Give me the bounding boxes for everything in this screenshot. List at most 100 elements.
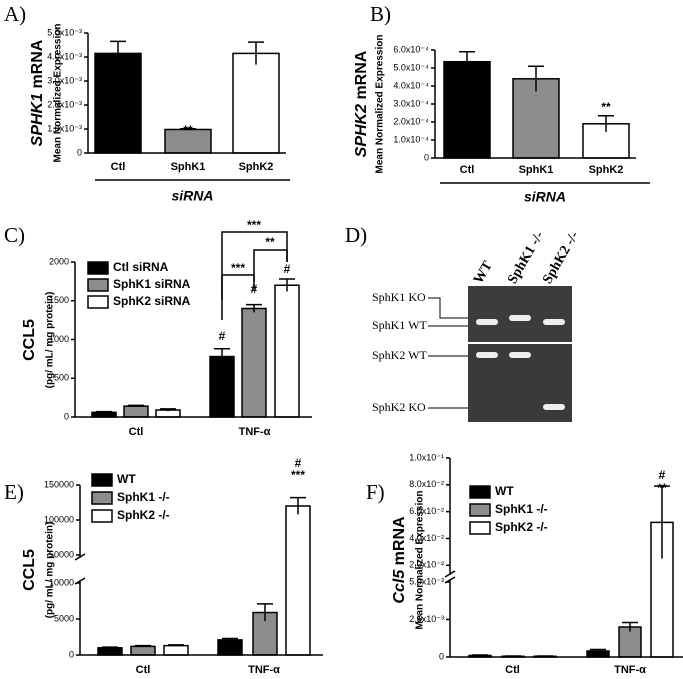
y-axis-title-text: mRNA: [391, 516, 408, 565]
band-label: SphK2 WT: [372, 348, 427, 362]
error-bar: [279, 278, 295, 292]
y-tick-label: 0: [424, 152, 429, 162]
y-tick-label: 5.0x10⁻³: [47, 27, 82, 37]
x-tick-label: SphK2: [239, 161, 274, 173]
legend-label: SphK2 -/-: [495, 520, 548, 534]
legend-label: WT: [117, 472, 136, 486]
y-tick-label: 0: [77, 147, 82, 157]
annotation: ***: [231, 261, 245, 275]
legend-swatch: [91, 491, 113, 505]
significance-bracket: [253, 249, 288, 282]
y-tick-label: 6.0x10⁻²: [409, 506, 444, 516]
legend-swatch: [91, 509, 113, 523]
x-tick-label: SphK1: [171, 161, 206, 173]
bar: [97, 647, 123, 656]
panel-label: A): [4, 2, 26, 26]
y-axis-title: Ccl5 mRNA: [391, 516, 408, 604]
annotation: **: [183, 123, 193, 137]
annotation: ***: [247, 218, 261, 232]
bar: [232, 52, 280, 154]
bar: [123, 405, 149, 418]
error-bar: [590, 648, 606, 653]
x-tick-label: Ctl: [460, 164, 475, 176]
panel-label: E): [4, 480, 24, 504]
error-bar: [222, 637, 238, 642]
error-bar: [598, 114, 614, 132]
annotation: **: [265, 235, 275, 249]
legend-label: SphK1 siRNA: [113, 277, 191, 291]
y-axis-subtitle: Mean Normalized Expression: [415, 491, 426, 630]
y-tick-label: 5.0x10⁻⁴: [393, 62, 429, 72]
band-label: SphK1 KO: [372, 290, 426, 304]
legend-swatch: [91, 473, 113, 487]
significance-bracket: [221, 274, 255, 320]
y-axis-title: SPHK1 mRNA: [29, 39, 46, 146]
error-bar: [180, 128, 196, 131]
panel-label: C): [4, 223, 25, 247]
y-tick-label: 0: [69, 649, 74, 659]
annotation: ***: [291, 468, 305, 482]
error-bar: [654, 485, 670, 559]
bar: [241, 307, 267, 418]
error-bar: [110, 40, 126, 66]
error-bar: [135, 644, 151, 648]
y-tick-label: 1.0x10⁻³: [47, 123, 82, 133]
y-axis-title: CCL5: [21, 549, 38, 591]
y-axis-title-gene: Ccl5: [391, 569, 408, 604]
y-axis-title-gene: SPHK2: [353, 104, 370, 157]
bar: [163, 644, 189, 656]
lane-label: WT: [471, 258, 496, 286]
x-tick-label: TNF-α: [248, 664, 280, 676]
gel-image: [468, 286, 572, 342]
legend-swatch: [469, 503, 491, 517]
y-tick-label: 500: [54, 373, 69, 383]
legend-label: SphK2 siRNA: [113, 294, 191, 308]
chart-panel: C) 0 500 1000 1500 2000 CCL5 (pg/ mL/ mg protei…: [4, 218, 312, 438]
gel-band: [543, 404, 565, 410]
x-tick-label: Ctl: [129, 426, 144, 438]
gel-band: [476, 352, 498, 358]
axis-break: [74, 553, 86, 585]
y-tick-label: 2000: [49, 256, 69, 266]
y-tick-label: 4.0x10⁻⁴: [393, 80, 429, 90]
y-tick-label: 8.0x10⁻²: [409, 479, 444, 489]
error-bar: [528, 65, 544, 92]
chart-panel: B) 0 1.0x10⁻⁴ 2.0x10⁻⁴ 3.0x10⁻⁴ 4.0x10⁻⁴ 5.0x1…: [353, 2, 650, 205]
x-axis-label: siRNA: [171, 188, 213, 204]
y-axis-subtitle: (pg/ mL/ mg protein): [45, 522, 56, 619]
y-axis-title-text: mRNA: [29, 39, 46, 88]
panel-label: B): [370, 2, 391, 26]
band-label: SphK2 KO: [372, 400, 426, 414]
error-bar: [214, 348, 230, 365]
annotation: #: [219, 329, 226, 343]
x-axis-label: siRNA: [524, 189, 566, 205]
y-tick-label: 4.0x10⁻³: [47, 51, 82, 61]
y-tick-label: 2.5x10⁻³: [409, 614, 444, 624]
y-tick-label: 6.0x10⁻⁴: [393, 44, 429, 54]
annotation: **: [601, 100, 611, 114]
significance-bracket: [221, 231, 288, 300]
gel-band: [543, 319, 565, 325]
legend-swatch: [87, 295, 109, 309]
legend-label: Ctl siRNA: [113, 260, 169, 274]
bar: [130, 645, 156, 656]
band-label: SphK1 WT: [372, 318, 427, 332]
error-bar: [472, 654, 488, 656]
legend-swatch: [469, 485, 491, 499]
x-tick-label: Ctl: [111, 161, 126, 173]
bar: [512, 78, 560, 159]
chart-panel: F) 0 2.5x10⁻³ 5.0x10⁻³ 2.0x10⁻² 4.0x10⁻² 6.0x1…: [366, 452, 683, 676]
annotation: #: [659, 468, 666, 482]
y-tick-label: 0: [64, 411, 69, 421]
gel-band: [476, 319, 498, 325]
bar: [285, 505, 311, 656]
gel-panel: D) WT SphK1 -/- SphK2 -/- SphK1 KO SphK1…: [345, 223, 582, 422]
x-tick-label: Ctl: [505, 664, 520, 676]
error-bar: [160, 408, 176, 412]
x-tick-label: SphK2: [589, 164, 624, 176]
legend-label: SphK1 -/-: [117, 490, 170, 504]
chart-panel: A) 0 1.0x10⁻³ 2.0x10⁻³ 3.0x10⁻³ 4.0x10⁻³ 5.0x1…: [4, 2, 290, 204]
y-tick-label: 2.0x10⁻²: [409, 560, 444, 570]
gel-band: [509, 352, 531, 358]
panel-label: F): [366, 480, 385, 504]
